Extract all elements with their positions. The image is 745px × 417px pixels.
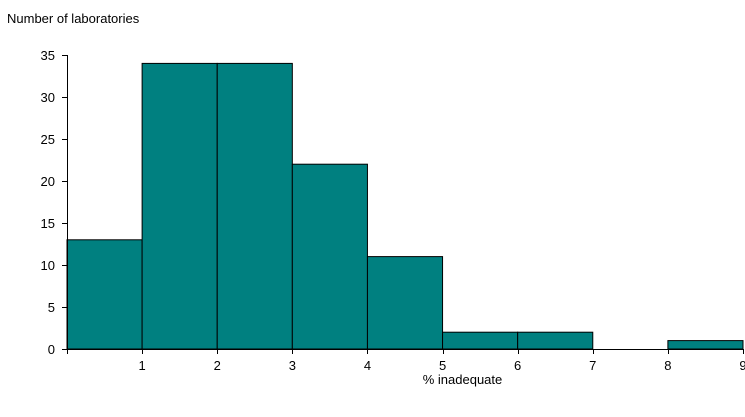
x-tick-label: 8 (664, 358, 671, 373)
y-tick-label: 20 (41, 174, 55, 189)
histogram-bar-0-1 (66, 239, 143, 350)
y-tick-label: 15 (41, 216, 55, 231)
histogram-bar-5-6 (442, 331, 519, 350)
histogram-bar-8-9 (667, 340, 744, 350)
histogram-bar-3-4 (291, 163, 368, 350)
x-tick-label: 3 (289, 358, 296, 373)
y-tick-label: 30 (41, 90, 55, 105)
y-tick-label: 5 (48, 300, 55, 315)
histogram-bar-4-5 (366, 256, 444, 350)
y-tick-label: 25 (41, 132, 55, 147)
y-tick-label: 0 (48, 342, 55, 357)
bars-group (66, 62, 744, 350)
histogram-bar-6-7 (517, 331, 594, 350)
y-tick-label: 35 (41, 48, 55, 63)
x-axis-title-row: % inadequate (0, 372, 745, 387)
y-tick-label: 10 (41, 258, 55, 273)
x-tick-label: 9 (739, 358, 745, 373)
x-tick-label: 2 (214, 358, 221, 373)
x-axis-title: % inadequate (422, 372, 503, 387)
x-tick-label: 6 (514, 358, 521, 373)
axes-group: 0 5 10 15 20 25 30 35 1 2 3 4 5 6 7 8 9 (41, 48, 745, 373)
x-tick-label: 1 (138, 358, 145, 373)
x-tick-label: 7 (589, 358, 596, 373)
x-tick-label: 5 (439, 358, 446, 373)
histogram-bar-2-3 (216, 62, 293, 350)
histogram-bar-1-2 (141, 62, 218, 350)
y-axis-title: Number of laboratories (7, 11, 140, 26)
x-tick-label: 4 (364, 358, 371, 373)
